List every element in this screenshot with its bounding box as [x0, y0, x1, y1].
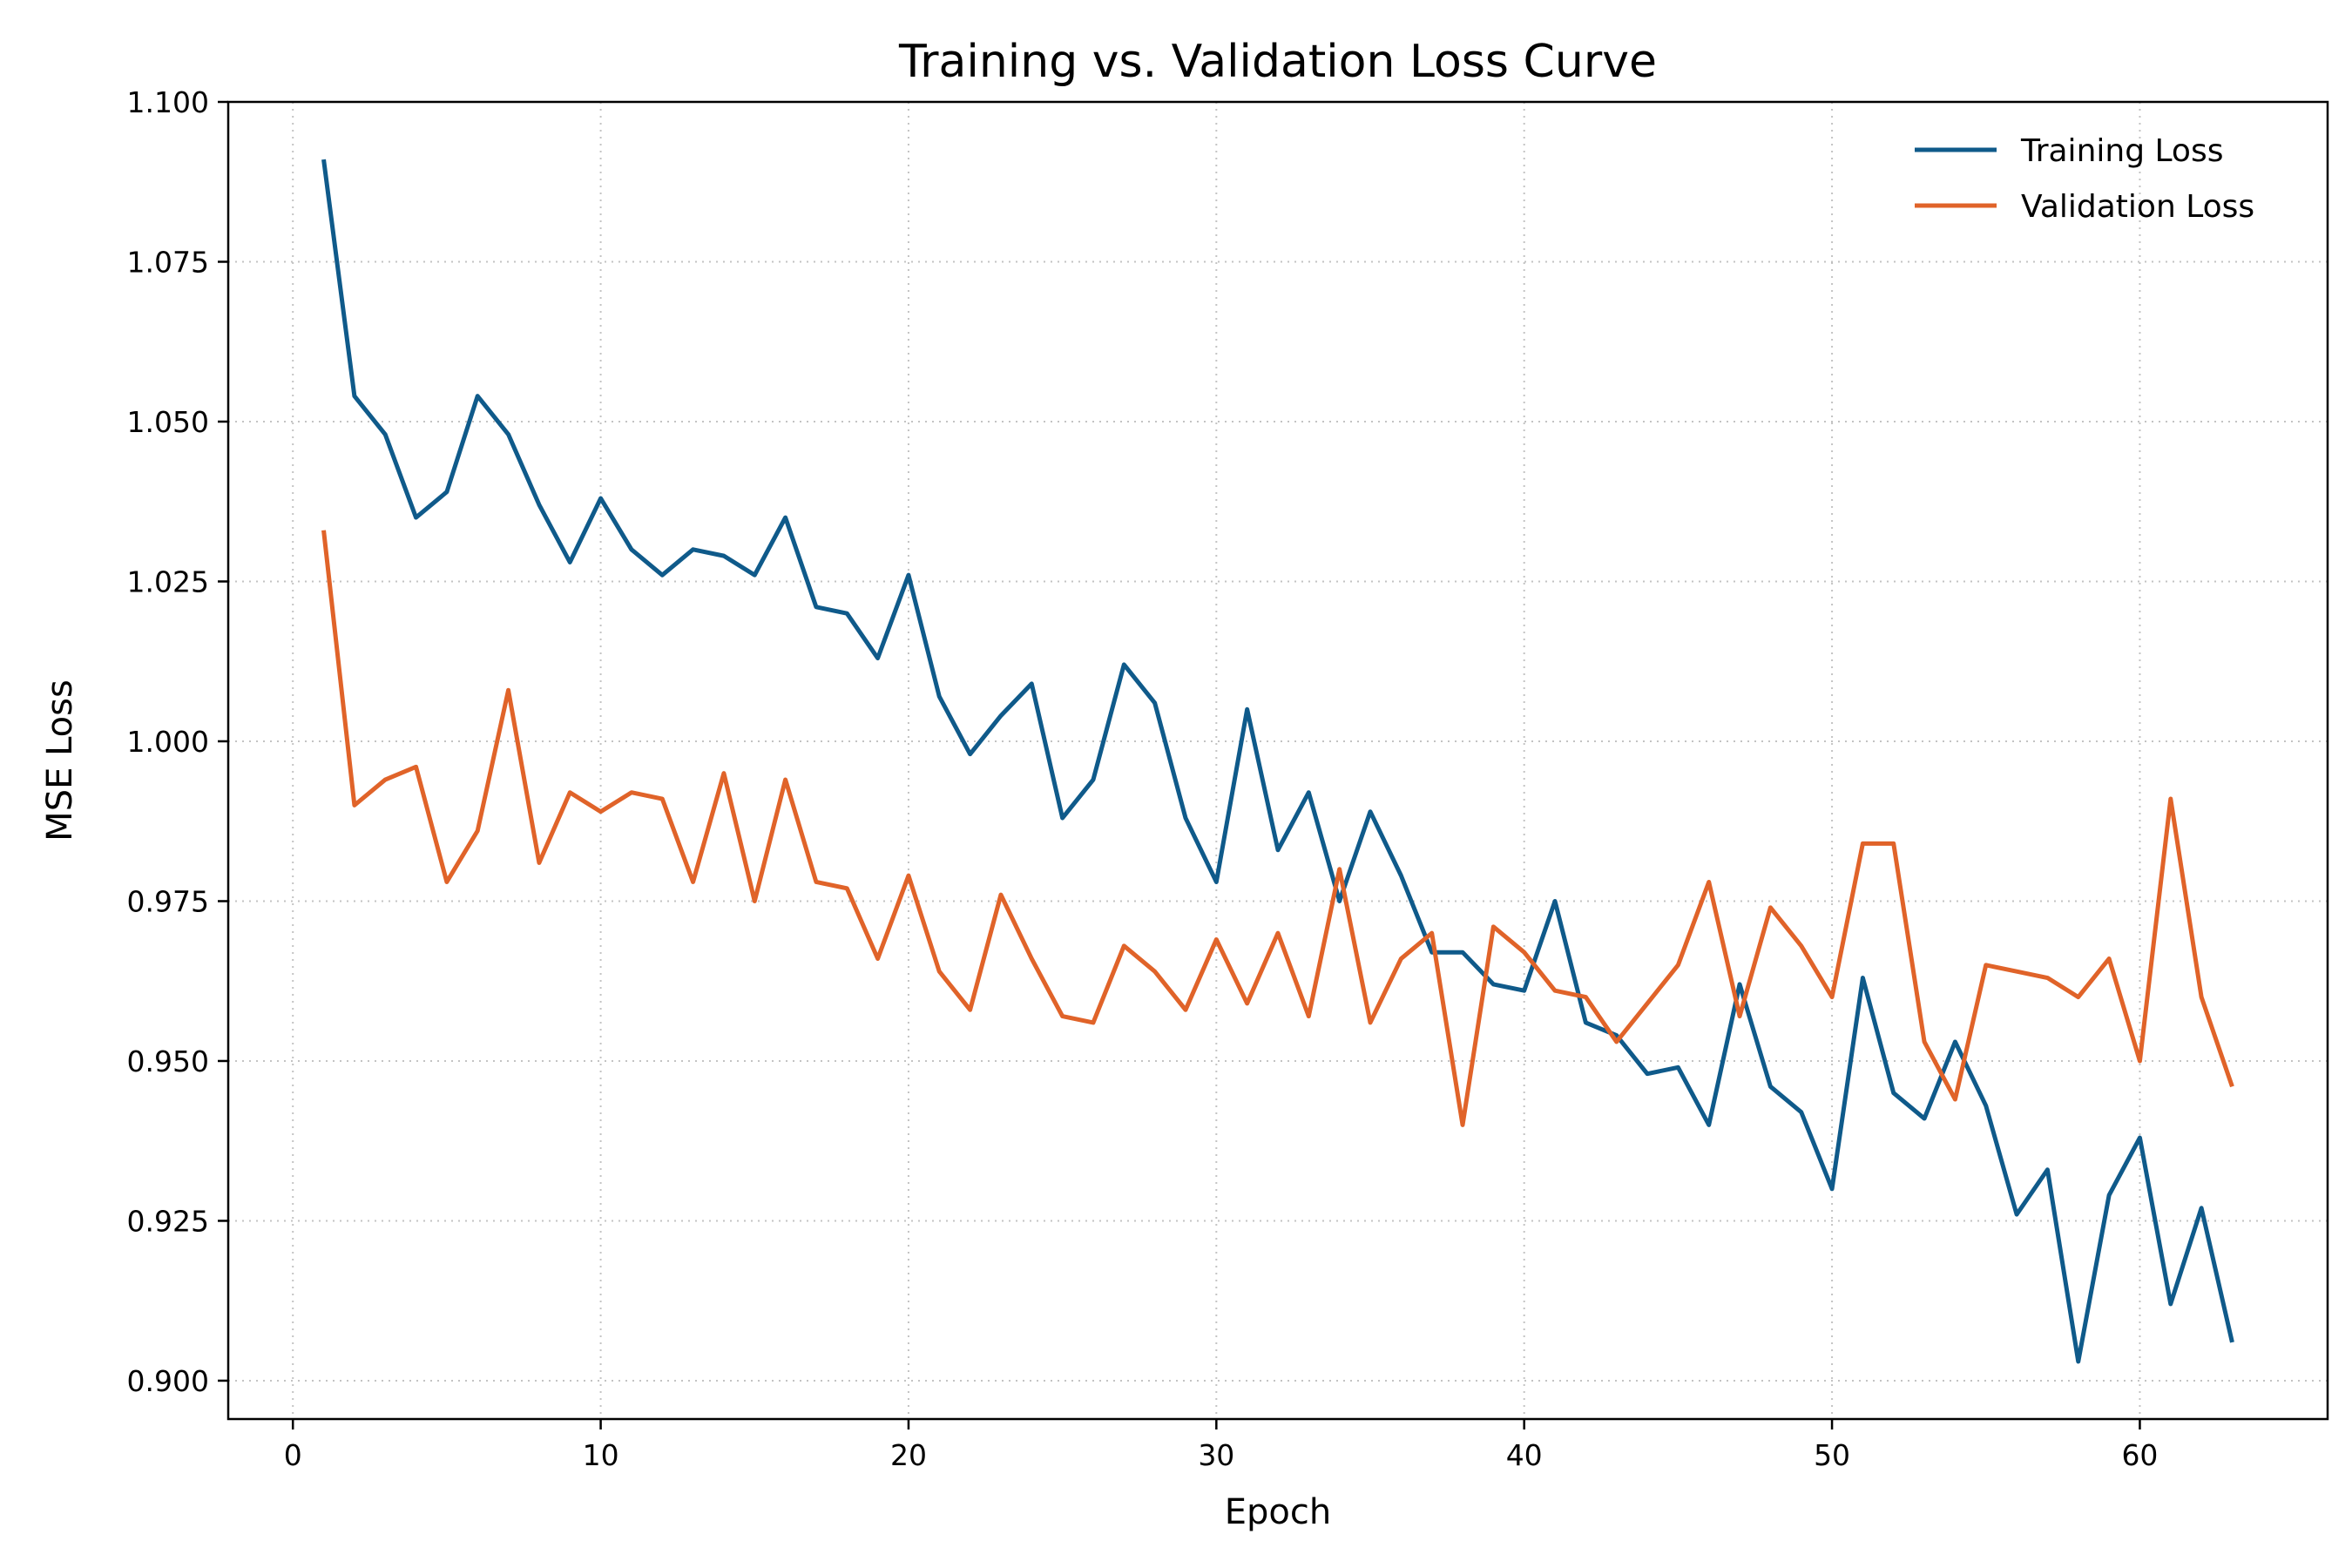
y-tick-label: 0.900: [127, 1364, 209, 1398]
x-tick-label: 60: [2121, 1438, 2158, 1472]
series-layer: [321, 159, 2234, 1364]
x-tick-label: 10: [583, 1438, 619, 1472]
y-tick-label: 1.025: [127, 564, 209, 598]
grid-layer: [228, 101, 2328, 1419]
x-tick-label: 20: [890, 1438, 927, 1472]
y-tick-label: 0.925: [127, 1204, 209, 1238]
y-axis-label: MSE Loss: [40, 679, 80, 841]
tick-layer: 0 10 20 30 40 50 60 0.900 0.925 0.950 0.975 1.000 1.…: [127, 85, 2159, 1472]
legend: Training Loss Validation Loss: [1915, 133, 2254, 225]
legend-label-training: Training Loss: [2020, 133, 2223, 169]
plot-frame: [226, 100, 2329, 1421]
y-tick-label: 1.100: [127, 85, 209, 119]
x-tick-label: 0: [284, 1438, 302, 1472]
training-loss-line: [321, 159, 2234, 1364]
chart-title: Training vs. Validation Loss Curve: [898, 36, 1657, 88]
y-tick-label: 0.975: [127, 884, 209, 918]
x-axis-label: Epoch: [1225, 1492, 1331, 1532]
y-tick-label: 1.050: [127, 405, 209, 439]
x-tick-label: 50: [1814, 1438, 1850, 1472]
validation-loss-line: [321, 530, 2234, 1127]
y-tick-label: 1.075: [127, 245, 209, 279]
x-tick-label: 40: [1506, 1438, 1543, 1472]
x-tick-label: 30: [1198, 1438, 1234, 1472]
y-tick-label: 0.950: [127, 1044, 209, 1078]
legend-label-validation: Validation Loss: [2021, 189, 2254, 225]
y-tick-label: 1.000: [127, 725, 209, 759]
